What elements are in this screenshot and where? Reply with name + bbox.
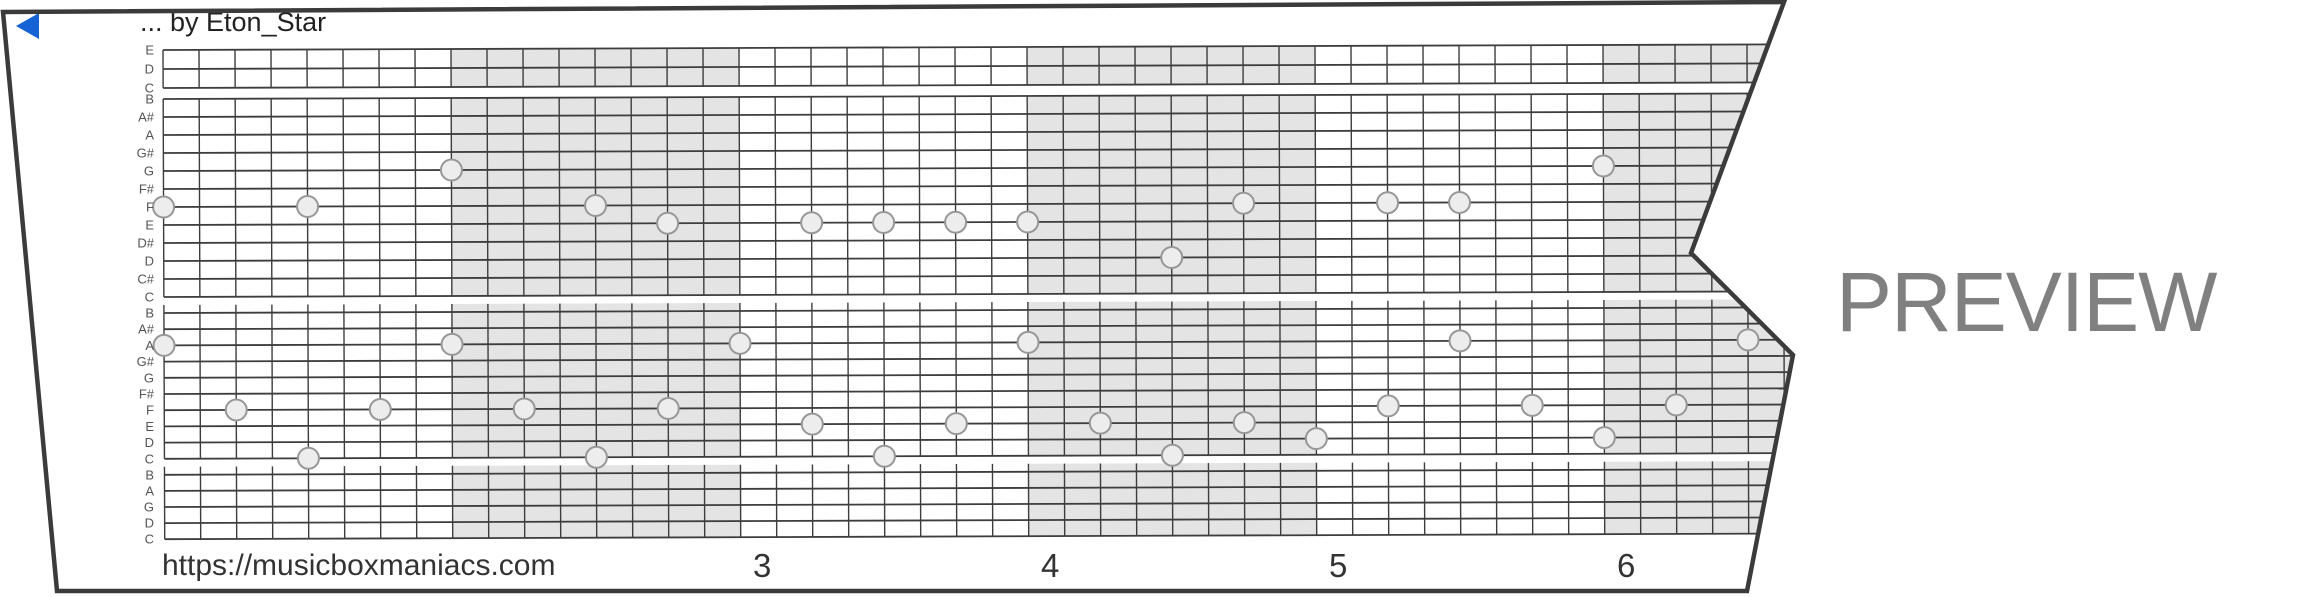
note-dot-e [1088, 411, 1112, 435]
note-name-label: C [145, 81, 154, 96]
note-dots [152, 154, 1760, 470]
note-name-label: G [144, 164, 154, 179]
note-dot-f [1376, 191, 1400, 215]
note-name-label: F [146, 200, 154, 215]
note-name-label: B [145, 92, 154, 107]
note-name-label: F# [139, 387, 155, 402]
note-name-label: D [145, 435, 154, 450]
strip-border [0, 0, 1796, 594]
measure-number: 4 [1041, 547, 1059, 584]
note-dot-f [1448, 190, 1472, 214]
measure-number: 5 [1329, 547, 1347, 584]
note-dot-f [1520, 393, 1544, 417]
note-dot-f [152, 195, 176, 219]
note-name-label: E [145, 419, 154, 434]
note-dot-e [656, 211, 680, 235]
play-icon[interactable] [16, 13, 39, 39]
note-dot-e [800, 412, 824, 436]
note-dot-c [1160, 443, 1184, 467]
note-dot-f [1664, 393, 1688, 417]
note-dot-e [944, 210, 968, 234]
note-dot-f [224, 398, 248, 422]
note-name-label: B [145, 306, 154, 321]
note-dot-a [728, 331, 752, 355]
measure-number: 3 [753, 547, 771, 584]
note-name-label: G [144, 370, 154, 385]
measure-number: 6 [1617, 547, 1635, 584]
note-dot-f [368, 397, 392, 421]
note-name-label: A# [138, 322, 155, 337]
note-name-label: D [145, 62, 154, 77]
note-dot-g [439, 158, 463, 182]
note-dot-a [152, 333, 176, 357]
note-name-label: G# [137, 146, 155, 161]
note-dot-a [1448, 329, 1472, 353]
note-dot-a [1736, 328, 1760, 352]
note-dot-f [296, 194, 320, 218]
note-dot-e [872, 210, 896, 234]
note-lines [162, 43, 1793, 541]
note-name-label: D [145, 516, 154, 531]
note-name-label: A [145, 338, 154, 353]
note-name-label: F [146, 403, 154, 418]
note-name-label: E [145, 43, 154, 58]
site-url: https://musicboxmaniacs.com [162, 549, 556, 582]
note-dot-f [512, 397, 536, 421]
note-dot-e [800, 211, 824, 235]
note-name-label: C [145, 451, 154, 466]
note-dot-d [1160, 245, 1184, 269]
note-name-label: E [145, 218, 154, 233]
note-dot-f [1376, 394, 1400, 418]
note-dot-f [656, 396, 680, 420]
grid-vertical-lines [162, 44, 1786, 540]
note-dot-f [1232, 191, 1256, 215]
note-name-label: D# [137, 236, 154, 251]
note-name-label: C# [137, 272, 154, 287]
note-dot-c [584, 445, 608, 469]
note-name-label: A [145, 128, 154, 143]
note-dot-e [1016, 210, 1040, 234]
note-name-label: C [145, 290, 154, 305]
note-name-label: A# [138, 110, 155, 125]
note-dot-g [1591, 154, 1615, 178]
note-name-label: G# [137, 354, 155, 369]
note-name-label: B [145, 467, 154, 482]
note-name-label: A [145, 483, 154, 498]
note-dot-a [440, 332, 464, 356]
note-dot-d [1304, 427, 1328, 451]
note-dot-e [944, 412, 968, 436]
note-dot-c [872, 444, 896, 468]
note-name-label: G [144, 500, 154, 515]
measure-numbers: 3 4 5 6 [753, 547, 1635, 584]
note-dot-f [584, 193, 608, 217]
note-name-label: D [145, 254, 154, 269]
note-dot-e [1232, 411, 1256, 435]
note-dot-a [1016, 330, 1040, 354]
note-name-label: F# [139, 182, 155, 197]
note-dot-c [296, 446, 320, 470]
note-grid [152, 43, 1793, 541]
preview-watermark: PREVIEW [1836, 255, 2217, 349]
note-name-label: C [145, 532, 154, 547]
note-dot-d [1592, 426, 1616, 450]
